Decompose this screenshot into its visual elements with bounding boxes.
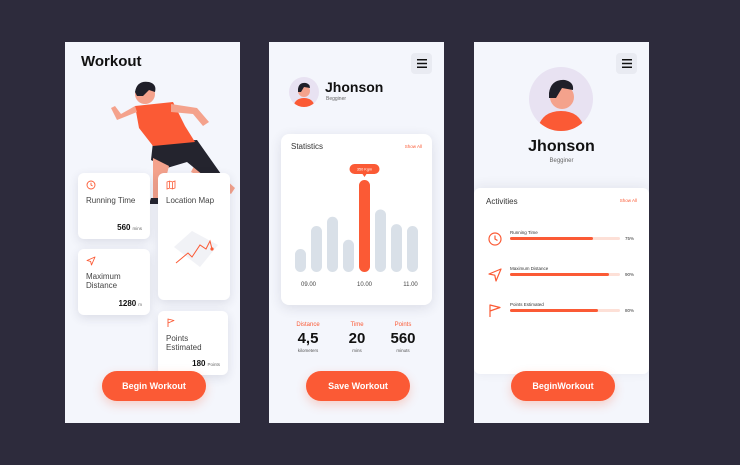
hamburger-icon <box>621 59 632 68</box>
clock-icon <box>86 180 96 190</box>
flag-icon <box>167 318 175 327</box>
profile-screen: Jhonson Begginer Activities Show All Run… <box>474 42 649 423</box>
running-time-card[interactable]: Running Time 560 mins <box>78 173 150 239</box>
workout-screen: Workout Running Time 560 mins Maximum D <box>65 42 240 423</box>
route-map <box>174 231 218 267</box>
user-level: Begginer <box>326 96 347 102</box>
metric-unit: minuts <box>396 348 410 353</box>
avatar-illustration <box>293 82 315 107</box>
chart-bar[interactable] <box>295 249 306 272</box>
user-name: Jhonson <box>528 138 595 155</box>
clock-icon <box>488 232 502 246</box>
metric-unit: mins <box>352 348 362 353</box>
distance-metric: Distance 4,5 kilometers <box>283 322 333 353</box>
menu-button[interactable] <box>411 53 432 74</box>
user-name: Jhonson <box>325 79 384 95</box>
chart-tooltip-pointer <box>362 174 367 177</box>
chart-bar[interactable] <box>311 226 322 272</box>
progress-fill <box>510 273 609 276</box>
metric-label: Distance <box>296 322 320 328</box>
metric-value: 4,5 <box>297 330 319 347</box>
page-title: Workout <box>81 53 142 70</box>
flag-icon <box>489 304 501 317</box>
chart-bar[interactable] <box>343 239 354 272</box>
navigation-icon <box>488 268 502 282</box>
chart-tick-label: 11.00 <box>403 282 418 288</box>
points-metric: Points 560 minuts <box>378 322 428 353</box>
statistics-screen: Jhonson Begginer Statistics Show All 350… <box>269 42 444 423</box>
begin-workout-button[interactable]: Begin Workout <box>102 371 206 401</box>
menu-button[interactable] <box>616 53 637 74</box>
metric-label: Time <box>350 322 364 328</box>
begin-workout-button[interactable]: BeginWorkout <box>511 371 615 401</box>
chart-bar[interactable] <box>375 209 386 272</box>
activity-percent: 90% <box>625 272 635 277</box>
show-all-link[interactable]: Show All <box>404 144 422 149</box>
user-level: Begginer <box>549 158 574 164</box>
runner-illustration <box>111 81 235 204</box>
navigation-icon <box>86 256 96 266</box>
card-title: Location Map <box>166 196 215 205</box>
show-all-link[interactable]: Show All <box>619 198 637 203</box>
avatar-illustration <box>537 79 585 131</box>
avatar[interactable] <box>289 77 319 107</box>
card-value: 560 mins <box>117 223 142 232</box>
card-title: Maximum Distance <box>86 272 121 290</box>
metric-value: 20 <box>348 330 366 347</box>
statistics-card: Statistics Show All 350 Kgm 09.00 10.00 11.… <box>281 134 432 305</box>
time-metric: Time 20 mins <box>332 322 382 353</box>
activity-percent: 80% <box>625 308 635 313</box>
progress-track <box>510 237 620 240</box>
chart-tick-label: 09.00 <box>301 282 317 288</box>
card-value: 180 Points <box>192 359 220 368</box>
location-map-card[interactable]: Location Map <box>158 173 230 300</box>
save-workout-button[interactable]: Save Workout <box>306 371 410 401</box>
activities-title: Activities <box>486 197 518 206</box>
card-value: 1280 m <box>118 299 142 308</box>
card-title: Points Estimated <box>166 334 202 352</box>
chart-tick-label: 10.00 <box>357 282 373 288</box>
progress-track <box>510 309 620 312</box>
metric-label: Points <box>394 322 412 328</box>
points-estimated-card[interactable]: Points Estimated 180 Points <box>158 311 228 375</box>
metric-value: 560 <box>390 330 416 347</box>
activity-row-points-estimated[interactable]: Points Estimated 80% <box>488 302 638 322</box>
chart-bar-highlight[interactable] <box>359 180 370 272</box>
progress-fill <box>510 237 593 240</box>
chart-bar[interactable] <box>391 224 402 272</box>
chart-tooltip-label: 350 Kgm <box>357 168 372 172</box>
activity-label: Points Estimated <box>510 302 544 307</box>
hamburger-icon <box>416 59 427 68</box>
progress-track <box>510 273 620 276</box>
activity-label: Maximum Distance <box>510 266 549 271</box>
statistics-title: Statistics <box>291 142 324 151</box>
avatar[interactable] <box>529 67 593 131</box>
chart-bar[interactable] <box>407 226 418 272</box>
chart-bar[interactable] <box>327 216 338 272</box>
card-title: Running Time <box>86 196 136 205</box>
map-icon <box>166 180 176 190</box>
metric-unit: kilometers <box>297 348 319 353</box>
progress-fill <box>510 309 598 312</box>
activity-row-running-time[interactable]: Running Time 75% <box>488 230 638 250</box>
activity-row-maximum-distance[interactable]: Maximum Distance 90% <box>488 266 638 286</box>
activity-percent: 75% <box>625 236 635 241</box>
maximum-distance-card[interactable]: Maximum Distance 1280 m <box>78 249 150 315</box>
activity-label: Running Time <box>510 230 538 235</box>
activities-card: Activities Show All Running Time 75% Max… <box>474 188 649 374</box>
chart-tooltip <box>349 164 380 174</box>
statistics-chart: 350 Kgm 09.00 10.00 11.00 <box>295 164 418 288</box>
